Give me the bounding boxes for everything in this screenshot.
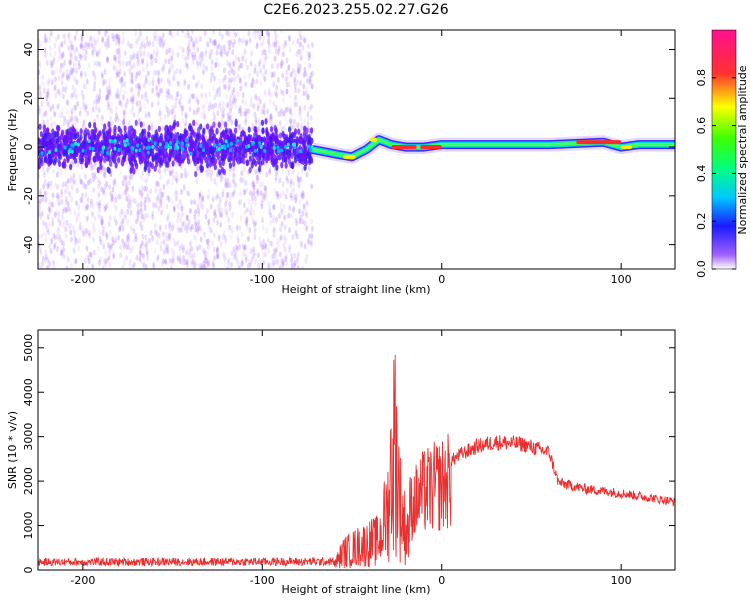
spectrogram-x-axis-label: Height of straight line (km): [281, 283, 430, 296]
colorbar-tick-label: 0.0: [695, 260, 708, 278]
colorbar-tick-label: 0.8: [695, 69, 708, 87]
colorbar-ticks: 0.0 0.2 0.4 0.6 0.8: [695, 69, 736, 278]
ln-yticks-label: 4000: [22, 378, 35, 406]
ln-xticks-label: -200: [70, 574, 95, 587]
ln-yticks-label: 0: [22, 567, 35, 574]
snr-series-line: [38, 354, 675, 569]
hm-xticks-label: -200: [70, 273, 95, 286]
snr-panel: -200 -100 0 100 0 1000 2000 3000 4000 5000 Heigh…: [6, 329, 676, 596]
spectrogram-y-axis-label: Frequency (Hz): [6, 109, 19, 192]
ln-yticks-label: 5000: [22, 334, 35, 362]
snr-y-axis-label: SNR (10 * v/v): [6, 411, 19, 489]
spectrogram-hotspot: [391, 145, 417, 150]
spectrogram-hotspot: [343, 154, 356, 159]
spectrogram-frame: [37, 29, 676, 270]
hm-yticks-label: 40: [22, 43, 35, 57]
spectrogram-x-ticks: -200 -100 0 100: [70, 30, 632, 286]
colorbar-gradient: [711, 29, 737, 270]
ln-yticks-label: 2000: [22, 467, 35, 495]
colorbar-tick-label: 0.4: [695, 165, 708, 183]
hm-xticks-label: -100: [250, 273, 275, 286]
snr-frame: [37, 329, 676, 571]
ln-xticks-label: -100: [250, 574, 275, 587]
ln-yticks-label: 3000: [22, 423, 35, 451]
hm-yticks-label: -20: [22, 187, 35, 205]
snr-content: [38, 354, 675, 569]
snr-x-axis-label: Height of straight line (km): [281, 583, 430, 596]
ln-xticks-label: 100: [611, 574, 632, 587]
spectrogram-content: [38, 30, 675, 269]
colorbar-tick-label: 0.6: [695, 117, 708, 135]
spectrogram-y-ticks: -40 -20 0 20 40: [22, 43, 675, 254]
hm-yticks-label: 0: [22, 144, 35, 151]
hm-yticks-label: 20: [22, 91, 35, 105]
snr-x-ticks: -200 -100 0 100: [70, 330, 632, 587]
spectrogram-hotspot: [420, 145, 442, 150]
spectrogram-hotspot: [369, 137, 378, 142]
colorbar-label: Normalized spectral amplitude: [736, 65, 749, 234]
hm-xticks-label: 100: [611, 273, 632, 286]
colorbar: 0.0 0.2 0.4 0.6 0.8 Normalized spectral ampl…: [695, 29, 749, 278]
spectrogram-hotspot: [576, 140, 622, 145]
hm-yticks-label: -40: [22, 236, 35, 254]
ln-yticks-label: 1000: [22, 512, 35, 540]
figure-title: C2E6.2023.255.02.27.G26: [263, 2, 448, 18]
colorbar-tick-label: 0.2: [695, 212, 708, 230]
hm-xticks-label: 0: [438, 273, 445, 286]
spectrogram-hotspot: [621, 145, 632, 150]
snr-y-ticks: 0 1000 2000 3000 4000 5000: [22, 334, 675, 574]
spectrogram-trace: [311, 132, 675, 164]
spectrogram-noise-core: [38, 118, 314, 178]
ln-xticks-label: 0: [438, 574, 445, 587]
